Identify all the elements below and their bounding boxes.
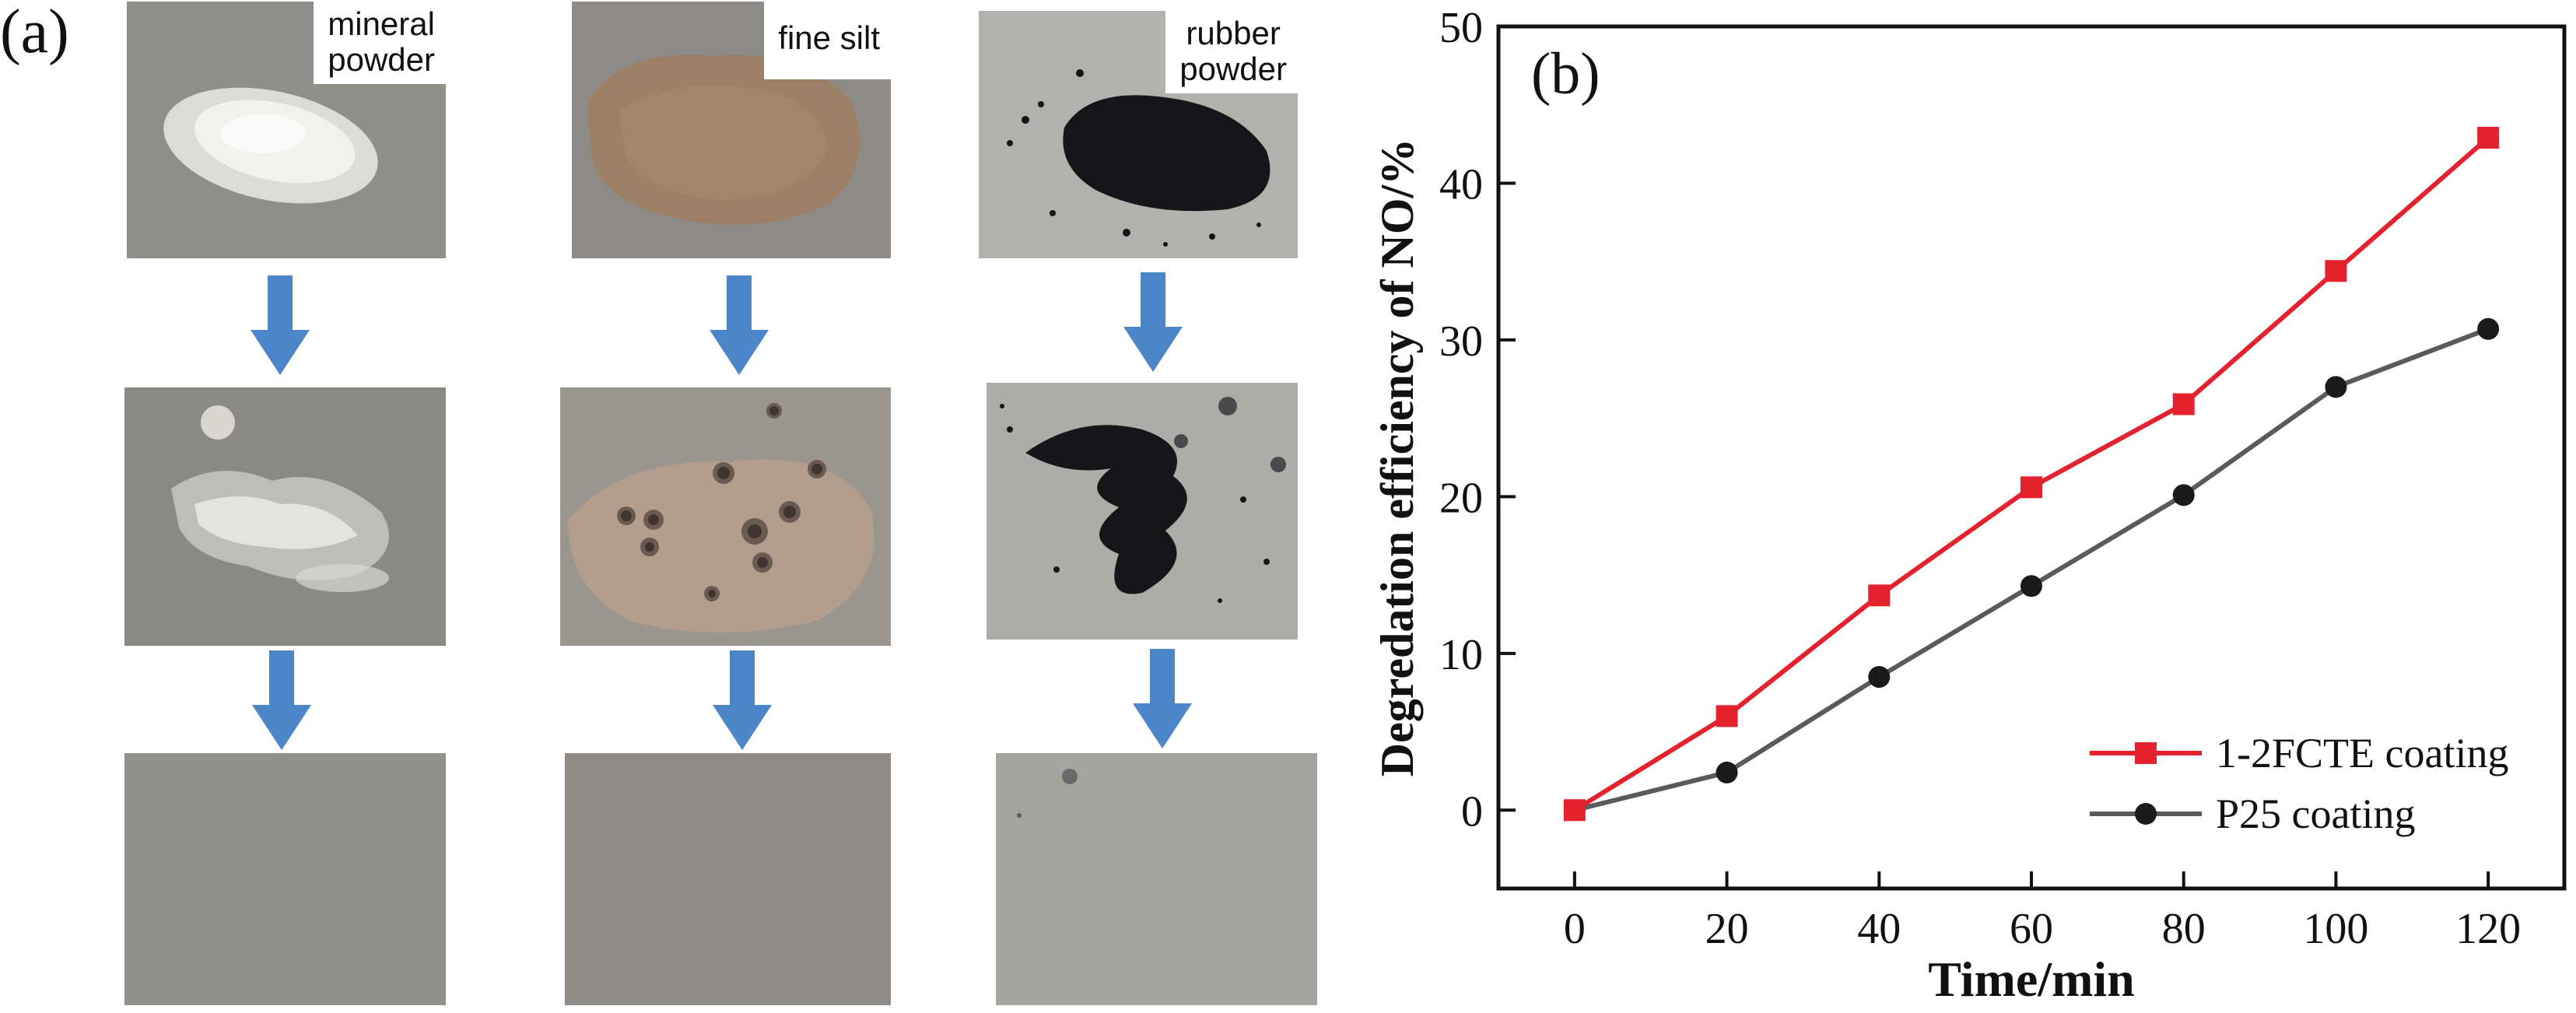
rubber-powder-arrow-2 (1133, 649, 1192, 748)
data-point-1-2fcte (2477, 127, 2500, 149)
fine-silt-arrow-2 (713, 650, 772, 750)
data-point-p25 (1716, 761, 1738, 783)
fine-silt-cleaned-photo (565, 753, 891, 1005)
data-point-1-2fcte (2020, 476, 2042, 499)
mineral-powder-label-line2: powder (328, 41, 435, 78)
mineral-powder-label-line1: mineral (328, 5, 435, 42)
x-tick-label: 40 (1857, 905, 1901, 953)
chart-legend: 1-2FCTE coating P25 coating (2090, 730, 2508, 837)
y-axis-ticks: 0 10 20 30 40 50 (1439, 4, 1516, 836)
x-tick-label: 60 (2010, 905, 2053, 953)
data-point-p25 (2477, 317, 2500, 340)
data-point-p25 (2172, 484, 2195, 507)
mineral-powder-arrow-1 (251, 275, 310, 375)
legend-marker-p25 (2135, 803, 2157, 825)
rubber-powder-label: rubber powder (1165, 11, 1298, 93)
rubber-powder-label-line1: rubber (1186, 15, 1281, 51)
data-point-p25 (1868, 666, 1891, 689)
rubber-powder-arrow-1 (1123, 272, 1183, 372)
fine-silt-label: fine silt (764, 2, 891, 79)
series-line-1-2fcte (1573, 135, 2490, 812)
y-tick-label: 40 (1439, 160, 1483, 209)
x-tick-label: 20 (1705, 905, 1749, 953)
y-tick-label: 0 (1461, 787, 1483, 836)
series-markers (1563, 127, 2500, 822)
mineral-powder-before-photo: mineral powder (127, 2, 446, 258)
rubber-powder-label-line2: powder (1179, 51, 1287, 87)
x-tick-label: 100 (2303, 905, 2368, 953)
panel-b-label: (b) (1531, 41, 1600, 107)
fine-silt-after-rain-photo (560, 387, 891, 646)
mineral-powder-after-rain-photo (124, 387, 446, 646)
rubber-powder-before-photo: rubber powder (979, 11, 1298, 258)
rubber-powder-after-rain-photo (987, 383, 1298, 640)
fine-silt-arrow-1 (710, 275, 769, 375)
mineral-powder-arrow-2 (252, 650, 311, 750)
data-point-p25 (2020, 575, 2042, 598)
panel-a-label: (a) (0, 0, 69, 66)
data-point-1-2fcte (1716, 705, 1738, 727)
y-tick-label: 30 (1439, 317, 1483, 366)
legend-label-1-2fcte: 1-2FCTE coating (2216, 730, 2508, 776)
x-tick-label: 80 (2162, 905, 2206, 953)
y-axis-label: Degredation efficiency of NO/% (1372, 138, 1423, 776)
fine-silt-before-photo: fine silt (572, 2, 891, 258)
mineral-powder-label: mineral powder (314, 2, 446, 84)
mineral-powder-cleaned-photo (124, 753, 446, 1005)
x-tick-label: 120 (2455, 905, 2521, 953)
legend-label-p25: P25 coating (2216, 790, 2415, 837)
data-point-1-2fcte (1868, 584, 1891, 607)
data-point-1-2fcte (2172, 393, 2195, 415)
y-tick-label: 50 (1439, 4, 1483, 52)
data-point-p25 (2325, 376, 2347, 398)
y-tick-label: 20 (1439, 474, 1483, 522)
x-axis-ticks: 0 20 40 60 80 100 120 (1564, 871, 2521, 953)
x-axis-label: Time/min (1928, 952, 2135, 1007)
fine-silt-label-line1: fine silt (778, 19, 880, 56)
legend-marker-1-2fcte (2135, 742, 2157, 764)
data-point-1-2fcte (1563, 799, 1586, 822)
y-tick-label: 10 (1439, 631, 1483, 679)
data-point-1-2fcte (2325, 260, 2347, 282)
x-tick-label: 0 (1564, 905, 1586, 953)
series-lines (1573, 135, 2490, 813)
rubber-powder-cleaned-photo (996, 753, 1317, 1005)
